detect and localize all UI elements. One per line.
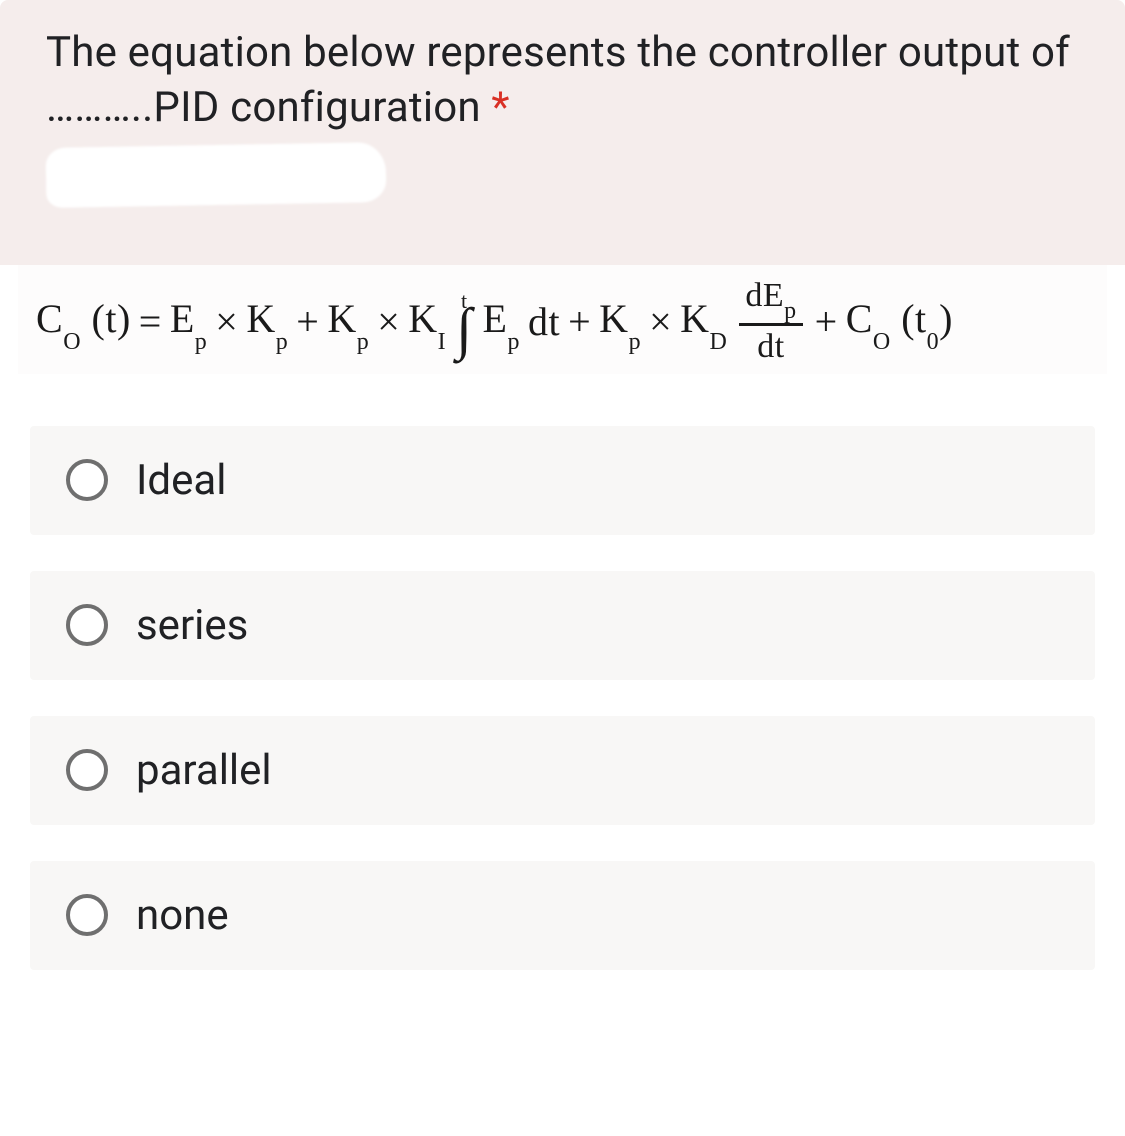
eq-dt1: dt <box>528 298 560 345</box>
eq-times-3: × <box>649 298 672 345</box>
eq-Kp3-sub: p <box>629 329 642 355</box>
eq-frac-num-sub: p <box>784 298 797 324</box>
eq-Ki-sub: I <box>438 329 447 355</box>
eq-Ki-K: K <box>408 296 437 341</box>
radio-icon[interactable] <box>66 604 108 646</box>
question-card: The equation below represents the contro… <box>0 0 1125 1000</box>
eq-Co2-sub: O <box>873 329 891 355</box>
eq-Kp2-sub: p <box>357 329 370 355</box>
eq-plus-1: + <box>296 298 319 345</box>
eq-t0-sub: 0 <box>927 329 940 355</box>
option-label: Ideal <box>136 456 226 505</box>
option-ideal[interactable]: Ideal <box>30 426 1095 535</box>
eq-Ep2-E: E <box>483 296 508 341</box>
eq-int-symbol: ∫ <box>456 306 472 352</box>
eq-t0-open: (t <box>901 296 926 341</box>
eq-plus-2: + <box>568 298 591 345</box>
option-label: series <box>136 601 248 650</box>
eq-frac-num-d: dE <box>745 277 784 314</box>
eq-times-2: × <box>377 298 400 345</box>
equation: CO (t) = Ep × Kp + Kp × KI t ∫ <box>36 279 1089 364</box>
required-asterisk: * <box>491 83 509 132</box>
eq-Kd-K: K <box>680 296 709 341</box>
eq-Kp3-K: K <box>599 296 628 341</box>
eq-Kp-sub: p <box>276 329 289 355</box>
eq-Ki: KI <box>408 295 446 348</box>
eq-Co2-C: C <box>846 296 873 341</box>
radio-icon[interactable] <box>66 749 108 791</box>
option-parallel[interactable]: parallel <box>30 716 1095 825</box>
eq-C-sub: O <box>63 329 81 355</box>
eq-Kd: KD <box>680 295 727 348</box>
eq-lhs: CO (t) <box>36 295 131 348</box>
option-series[interactable]: series <box>30 571 1095 680</box>
eq-plus-3: + <box>815 298 838 345</box>
radio-icon[interactable] <box>66 459 108 501</box>
option-label: parallel <box>136 746 272 795</box>
question-text: The equation below represents the contro… <box>46 26 1079 135</box>
option-none[interactable]: none <box>30 861 1095 970</box>
eq-Kp3: Kp <box>599 295 641 348</box>
eq-Ep2-sub: p <box>507 329 520 355</box>
eq-equals: = <box>139 298 162 345</box>
eq-t0-close: ) <box>939 296 953 341</box>
eq-lhs-arg: (t) <box>92 296 131 341</box>
question-stem: The equation below represents the contro… <box>46 28 1070 132</box>
eq-Ep2: Ep <box>483 295 520 348</box>
eq-times-1: × <box>215 298 238 345</box>
eq-term1: Ep <box>170 295 207 348</box>
question-header: The equation below represents the contro… <box>0 0 1125 265</box>
radio-icon[interactable] <box>66 894 108 936</box>
eq-fraction: dEp dt <box>739 279 802 364</box>
eq-frac-num: dEp <box>739 279 802 326</box>
eq-Kd-sub: D <box>710 329 728 355</box>
options-list: Ideal series parallel none <box>0 386 1125 1000</box>
eq-Kp1: Kp <box>246 295 288 348</box>
eq-Co-t0: CO (t0) <box>846 295 953 348</box>
eq-integral: t ∫ <box>456 290 472 352</box>
option-label: none <box>136 891 229 940</box>
eq-Kp2-K: K <box>327 296 356 341</box>
eq-Kp2: Kp <box>327 295 369 348</box>
eq-C: C <box>36 296 63 341</box>
equation-image: CO (t) = Ep × Kp + Kp × KI t ∫ <box>18 265 1107 374</box>
eq-Kp-K: K <box>246 296 275 341</box>
eq-Ep-E: E <box>170 296 195 341</box>
eq-Ep-sub: p <box>195 329 208 355</box>
redaction-smudge <box>46 142 387 208</box>
eq-frac-den: dt <box>757 326 784 364</box>
